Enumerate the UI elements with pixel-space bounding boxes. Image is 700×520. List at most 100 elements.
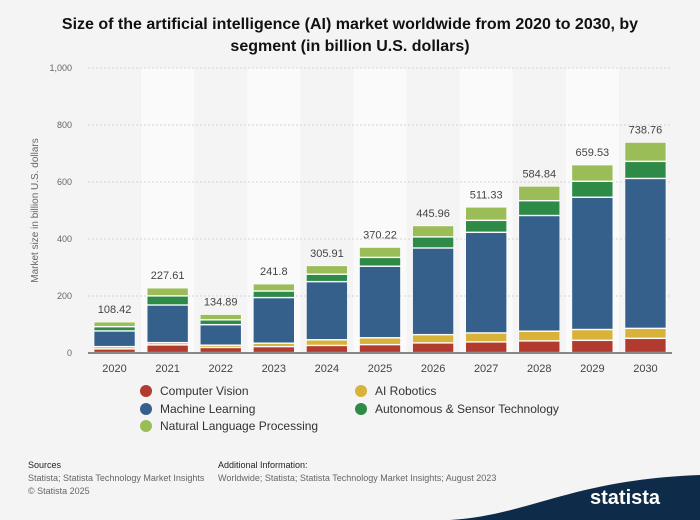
bar-segment-autonomous-sensor-technology [306,274,348,282]
chart-svg: 0 200 400 600 800 1,000 Market size in billion… [30,63,672,375]
legend-marker [355,385,367,397]
additional-info-block: Additional Information: Worldwide; Stati… [218,459,496,485]
bar-segment-computer-vision [306,345,348,353]
legend-marker [140,385,152,397]
bar-segment-machine-learning [359,266,401,338]
additional-text: Worldwide; Statista; Statista Technology… [218,473,497,483]
x-tick-label: 2024 [315,363,339,375]
bar-segment-ai-robotics [306,339,348,346]
bar-segment-computer-vision [253,346,295,353]
bar-segment-autonomous-sensor-technology [93,326,136,331]
legend-item-machine-learning[interactable]: Machine Learning [140,402,255,416]
x-tick-label: 2025 [368,363,392,375]
y-tick-label: 400 [57,234,72,244]
bar-segment-autonomous-sensor-technology [624,161,667,179]
bar-segment-ai-robotics [253,343,295,347]
bar-segment-ai-robotics [146,342,189,345]
bar-segment-autonomous-sensor-technology [465,220,507,233]
legend-item-computer-vision[interactable]: Computer Vision [140,384,249,398]
bar-segment-machine-learning [571,197,614,330]
bar-segment-autonomous-sensor-technology [199,319,242,325]
bar-segment-natural-language-processing [146,287,189,296]
legend-label: Natural Language Processing [160,419,319,433]
sources-text: Statista; Statista Technology Market Ins… [28,473,205,483]
bar-segment-computer-vision [465,342,507,353]
x-tick-label: 2020 [102,363,126,375]
sources-block: Sources Statista; Statista Technology Ma… [28,459,204,498]
y-tick-label: 800 [57,120,72,130]
bar-segment-natural-language-processing [518,186,561,201]
bar-segment-natural-language-processing [624,142,667,162]
bar-segment-natural-language-processing [253,283,295,291]
bar-segment-machine-learning [146,305,189,343]
bar-segment-ai-robotics [93,346,136,349]
bar-segment-machine-learning [199,324,242,346]
bar-segment-computer-vision [359,344,401,353]
bar-segment-computer-vision [146,345,189,353]
x-tick-label: 2029 [580,363,604,375]
bar-segment-autonomous-sensor-technology [518,200,561,216]
bar-segment-computer-vision [624,338,667,353]
total-data-label: 305.91 [310,248,344,260]
sources-label: Sources [28,460,62,470]
bar-segment-machine-learning [518,215,561,332]
bar-segment-machine-learning [465,232,507,333]
total-data-label: 445.96 [416,208,450,220]
bar-segment-machine-learning [412,248,454,335]
bar-segment-autonomous-sensor-technology [253,291,295,298]
bar-segment-natural-language-processing [465,206,507,221]
bar-segment-machine-learning [624,178,667,329]
y-tick-label: 1,000 [49,63,72,73]
copyright: © Statista 2025 [28,486,90,496]
total-data-label: 370.22 [363,229,397,241]
bar-segment-autonomous-sensor-technology [571,181,614,198]
bar-segment-ai-robotics [199,345,242,348]
bar-segment-computer-vision [518,341,561,353]
bar-segment-natural-language-processing [571,164,614,182]
y-axis-label: Market size in billion U.S. dollars [30,138,41,283]
bar-segment-autonomous-sensor-technology [359,257,401,267]
statista-logo[interactable]: statista [590,487,661,509]
total-data-label: 511.33 [470,189,503,201]
x-tick-label: 2028 [527,363,551,375]
bar-segment-natural-language-processing [412,225,454,237]
y-tick-label: 200 [57,291,72,301]
bar-segment-computer-vision [199,347,242,353]
total-data-label: 659.53 [576,147,610,159]
bar-segment-ai-robotics [465,333,507,342]
legend-label: Machine Learning [160,402,256,416]
total-data-label: 108.42 [98,304,132,316]
chart-title: Size of the artificial intelligence (AI)… [61,16,639,55]
x-tick-label: 2022 [208,363,232,375]
bar-segment-ai-robotics [571,329,614,341]
legend-marker [355,403,367,415]
bar-segment-natural-language-processing [306,265,348,275]
legend-label: Autonomous & Sensor Technology [375,402,559,416]
legend-item-ai-robotics[interactable]: AI Robotics [355,384,436,398]
bar-segment-ai-robotics [624,328,667,339]
total-data-label: 227.61 [151,270,185,282]
legend-label: AI Robotics [375,384,437,398]
x-tick-label: 2021 [155,363,179,375]
x-tick-label: 2026 [421,363,445,375]
x-tick-label: 2030 [633,363,657,375]
bar-segment-autonomous-sensor-technology [146,295,189,305]
bar-segment-machine-learning [93,331,136,347]
legend-item-nlp[interactable]: Natural Language Processing [140,419,318,433]
total-data-label: 134.89 [204,297,238,309]
bar-segment-natural-language-processing [199,314,242,320]
bar-segment-natural-language-processing [359,247,401,258]
total-data-label: 241.8 [260,266,288,278]
total-data-label: 738.76 [629,124,663,136]
bar-segment-ai-robotics [412,334,454,343]
bar-segment-machine-learning [306,281,348,340]
legend-marker [140,420,152,432]
footer-wave [450,475,700,520]
bar-segment-natural-language-processing [93,321,136,327]
bar-segment-computer-vision [93,348,136,353]
total-data-label: 584.84 [522,168,556,180]
bar-segment-ai-robotics [518,331,561,341]
legend-item-autonomous-sensor[interactable]: Autonomous & Sensor Technology [355,402,559,416]
bar-segment-computer-vision [571,340,614,353]
